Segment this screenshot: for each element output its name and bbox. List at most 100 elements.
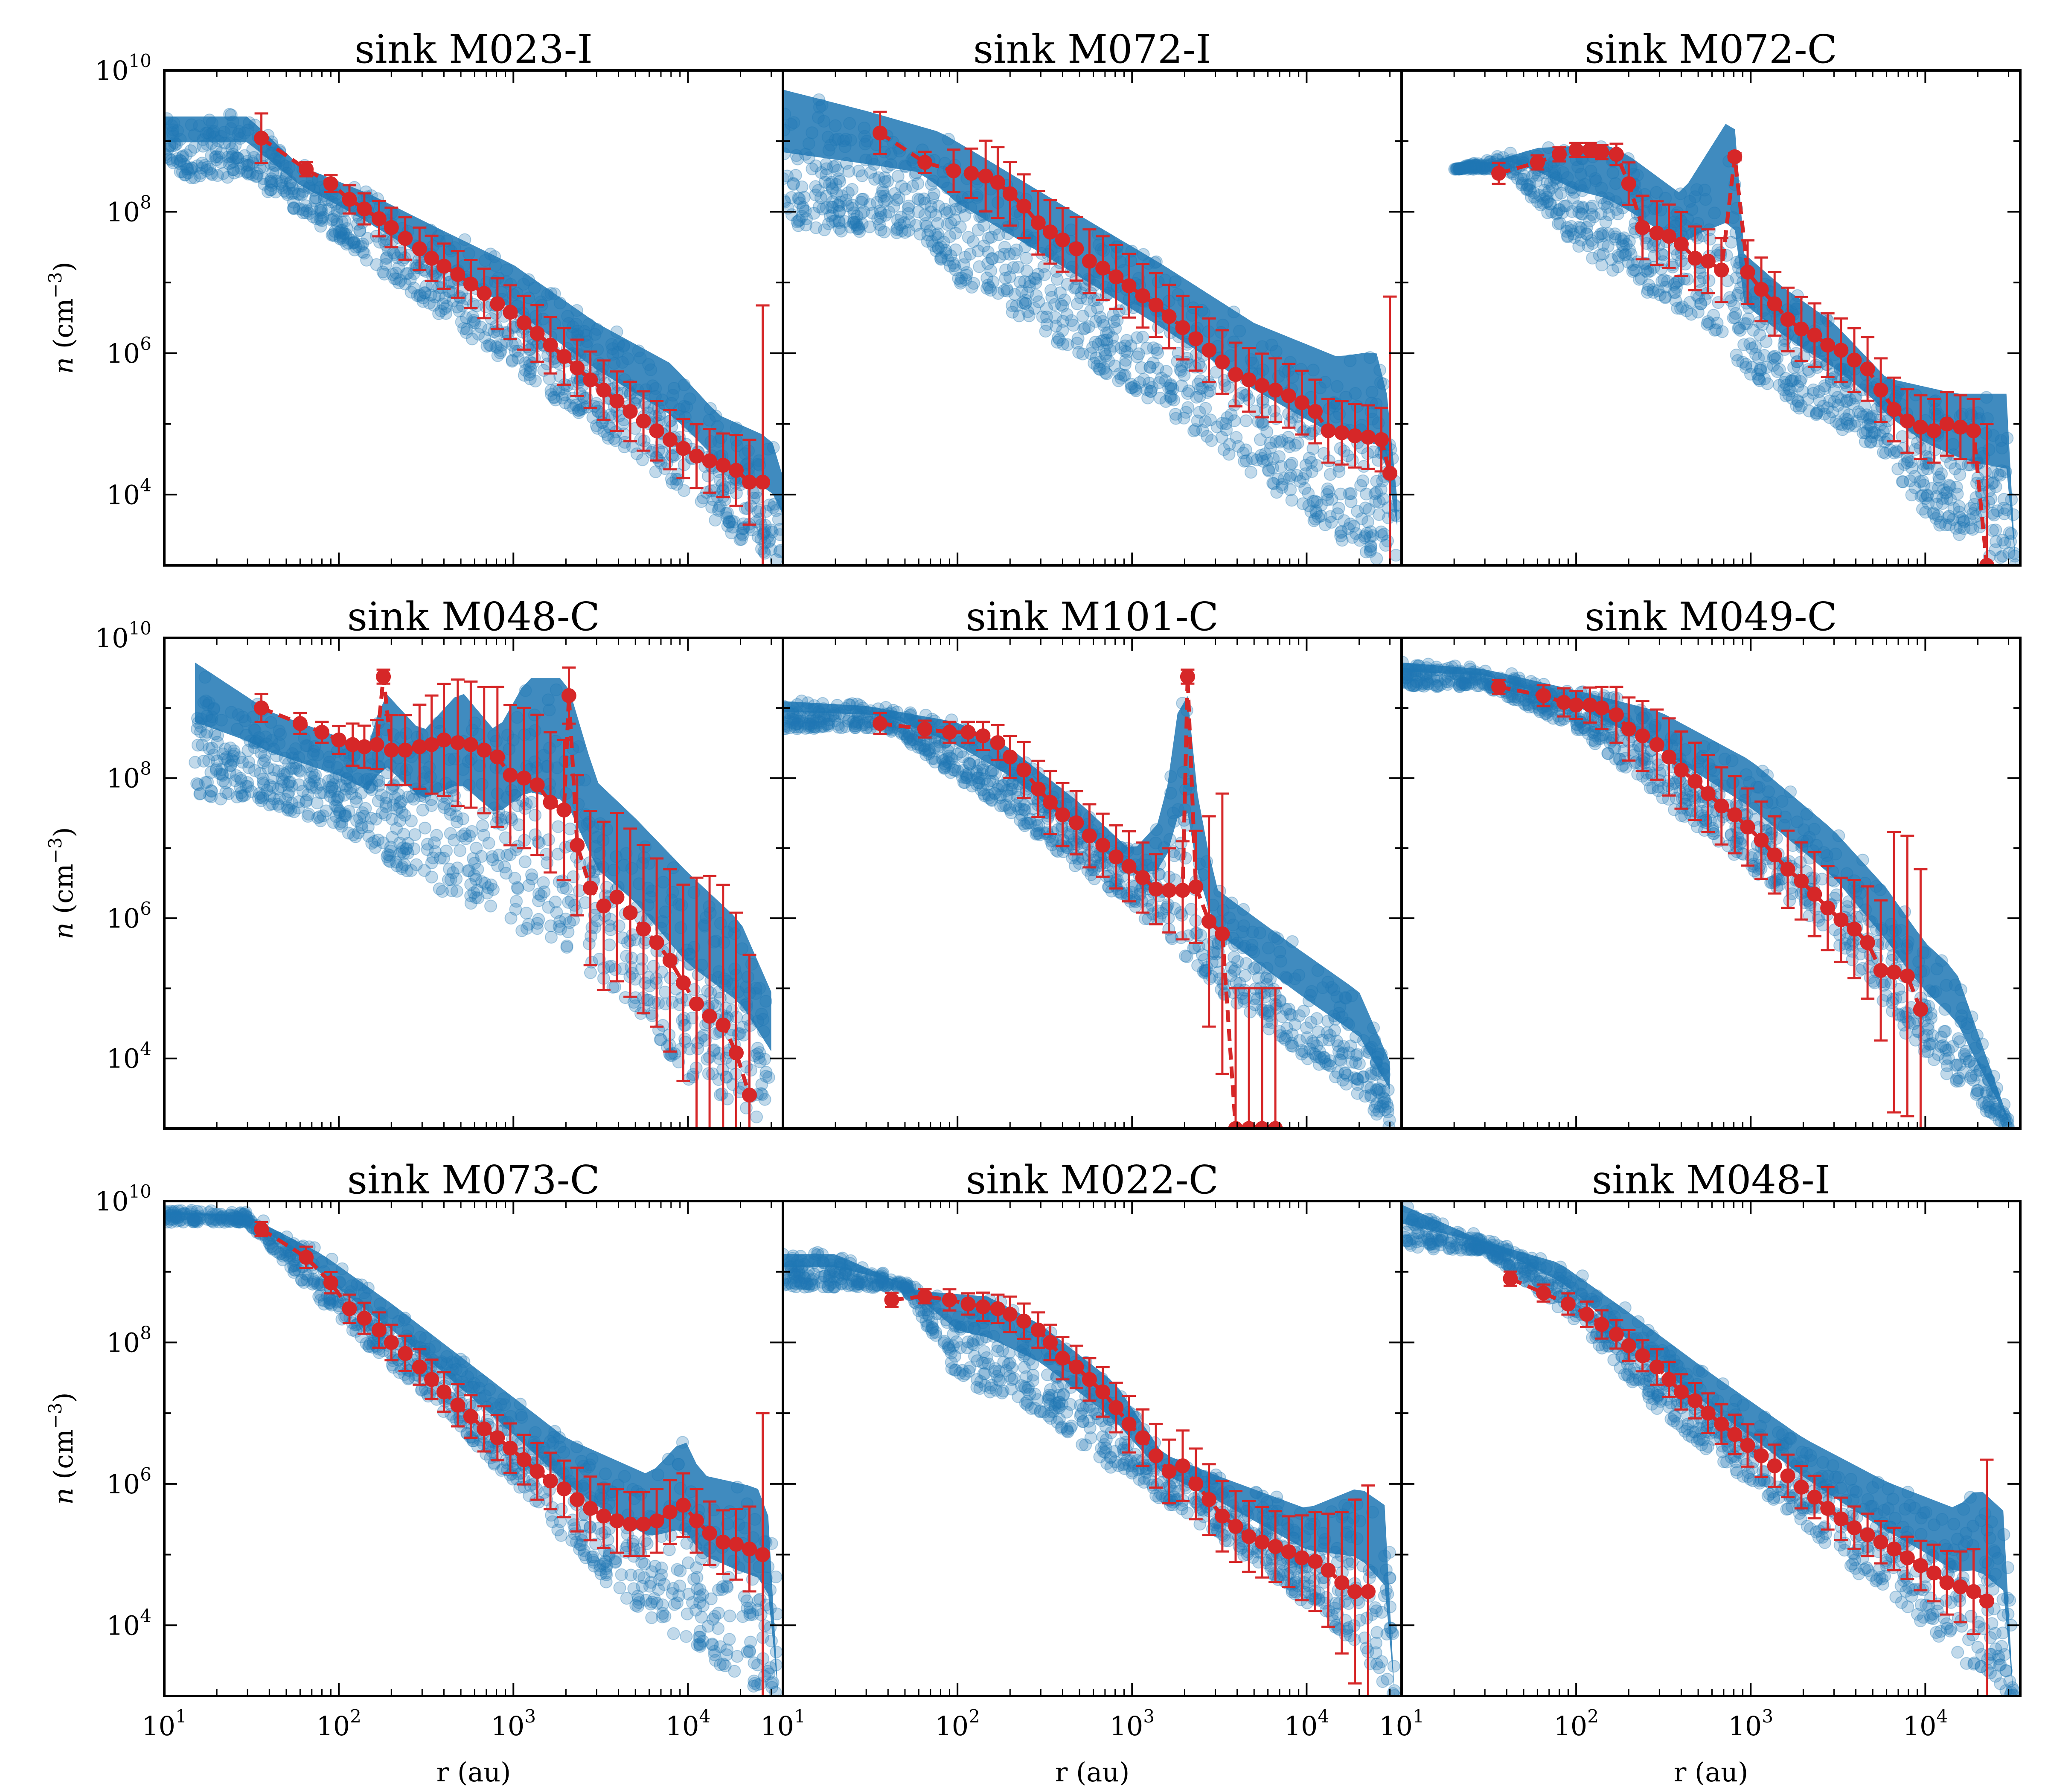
scatter-point <box>394 274 407 287</box>
scatter-point <box>288 186 301 200</box>
binned-mean-point <box>1374 432 1389 447</box>
plot-area <box>164 108 783 565</box>
scatter-point <box>1007 261 1020 274</box>
scatter-point <box>166 156 180 169</box>
scatter-point <box>846 198 859 212</box>
scatter-point <box>902 199 915 212</box>
scatter-point <box>1270 486 1283 499</box>
scatter-point <box>831 164 844 177</box>
scatter-point <box>227 148 240 161</box>
binned-mean-point <box>596 383 611 398</box>
scatter-point <box>1539 188 1552 201</box>
scatter-point <box>1594 207 1608 220</box>
scatter-point <box>773 545 783 559</box>
scatter-point <box>1997 501 2010 515</box>
scatter-point <box>380 251 393 264</box>
scatter-point <box>1160 365 1173 378</box>
scatter-point <box>1728 299 1741 312</box>
scatter-point <box>591 422 604 435</box>
scatter-point <box>733 533 747 546</box>
scatter-point <box>1235 387 1248 400</box>
scatter-point <box>560 882 573 895</box>
scatter-point <box>1166 382 1179 396</box>
scatter-point <box>564 822 576 835</box>
scatter-point <box>1089 315 1103 328</box>
scatter-point <box>899 226 912 239</box>
scatter-point <box>287 202 300 215</box>
scatter-point <box>818 175 832 189</box>
scatter-point <box>602 432 615 445</box>
scatter-point <box>1914 490 1928 503</box>
scatter-point <box>1290 469 1303 482</box>
scatter-point <box>1321 488 1334 501</box>
scatter-point <box>423 297 436 310</box>
scatter-point <box>1268 404 1281 418</box>
binned-mean-point <box>254 700 269 716</box>
scatter-point <box>1155 372 1168 385</box>
scatter-point <box>1054 286 1067 300</box>
scatter-point <box>1629 264 1642 277</box>
scatter-point <box>1481 162 1493 175</box>
scatter-point <box>454 844 467 857</box>
scatter-cloud <box>783 694 1396 1129</box>
y-tick-label: 106 <box>106 898 151 934</box>
scatter-point <box>829 187 843 200</box>
scatter-point <box>1627 263 1641 276</box>
scatter-point <box>1531 195 1544 208</box>
binned-mean-series <box>254 112 771 565</box>
scatter-point <box>618 440 631 454</box>
scatter-point <box>242 159 256 172</box>
panel-title: sink M072-I <box>973 26 1211 72</box>
scatter-point <box>1852 405 1865 419</box>
scatter-point <box>1102 326 1115 339</box>
binned-mean-point <box>1767 296 1782 311</box>
scatter-point <box>1254 433 1267 446</box>
scatter-point <box>1159 374 1172 387</box>
binned-mean-point <box>729 1045 744 1061</box>
scatter-point <box>1346 531 1359 544</box>
binned-mean-point <box>1382 465 1398 481</box>
scatter-point <box>876 183 889 197</box>
scatter-point <box>179 168 192 181</box>
scatter-point <box>340 222 353 235</box>
scatter-point <box>1930 490 1943 503</box>
scatter-point <box>937 236 950 249</box>
scatter-point <box>314 220 327 233</box>
scatter-point <box>379 258 393 271</box>
scatter-point <box>1951 487 1964 500</box>
scatter-point <box>761 531 774 544</box>
scatter-point <box>204 167 218 180</box>
scatter-point <box>378 234 391 247</box>
scatter-point <box>1847 398 1860 411</box>
scatter-point <box>1542 184 1556 198</box>
scatter-point <box>1126 381 1139 394</box>
scatter-point <box>986 252 999 265</box>
scatter-point <box>1309 512 1322 526</box>
scatter-point <box>1618 248 1631 262</box>
scatter-point <box>822 217 835 230</box>
scatter-point <box>1987 509 2001 522</box>
binned-mean-point <box>1334 425 1350 440</box>
scatter-point <box>1299 467 1312 480</box>
scatter-point <box>1738 317 1751 330</box>
scatter-point <box>1344 495 1358 508</box>
scatter-point <box>1137 373 1150 386</box>
scatter-point <box>242 756 255 769</box>
scatter-point <box>348 236 361 249</box>
scatter-point <box>436 885 449 898</box>
scatter-point <box>234 162 247 175</box>
scatter-point <box>985 230 998 244</box>
scatter-point <box>882 205 896 218</box>
scatter-point <box>1319 518 1332 531</box>
scatter-point <box>1576 201 1589 214</box>
scatter-point <box>1571 200 1585 213</box>
scatter-point <box>416 295 430 308</box>
scatter-point <box>818 223 831 236</box>
scatter-point <box>1222 448 1236 461</box>
scatter-point <box>358 247 371 260</box>
scatter-point <box>1624 248 1638 261</box>
scatter-point <box>1779 372 1792 385</box>
scatter-point <box>1794 375 1807 388</box>
scatter-point <box>1616 246 1629 259</box>
panel-title: sink M072-C <box>1585 26 1837 72</box>
